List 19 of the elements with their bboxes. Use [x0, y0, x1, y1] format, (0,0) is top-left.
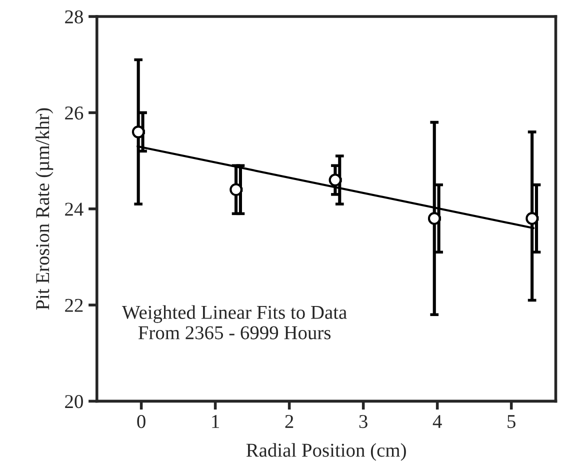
- y-tick-label: 20: [65, 395, 83, 408]
- x-tick-label: 2: [285, 415, 294, 428]
- point: [526, 212, 538, 225]
- x-tick-label: 0: [137, 414, 146, 428]
- y-tick-label: 28: [65, 10, 83, 24]
- y-tick-label: 26: [65, 106, 84, 120]
- x-tick-label: 5: [508, 415, 516, 428]
- point: [132, 126, 145, 138]
- point: [428, 212, 441, 225]
- y-tick-label: 22: [65, 298, 83, 312]
- x-tick-label: 4: [432, 415, 442, 428]
- annotation: Weighted Linear Fits to Data From 2365 - 6999 Hours: [122, 305, 347, 340]
- point: [230, 183, 242, 196]
- y-axis-title: Pit Erosion Rate (µm/khr): [36, 108, 54, 310]
- x-tick-label: 1: [212, 415, 220, 428]
- y-tick-label: 24: [65, 202, 84, 216]
- x-tick-label: 3: [359, 415, 368, 428]
- x-axis-title: Radial Position (cm): [246, 443, 406, 461]
- point: [328, 174, 342, 186]
